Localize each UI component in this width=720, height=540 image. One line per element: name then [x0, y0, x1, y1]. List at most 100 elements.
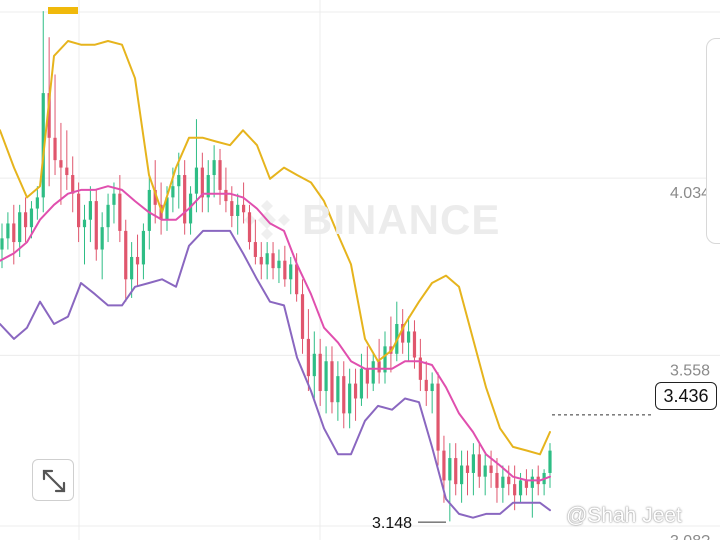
candle-body: [442, 450, 446, 481]
candle-body: [194, 167, 199, 194]
candle-body: [147, 189, 151, 231]
candle-body: [118, 193, 122, 231]
candlesticks: [0, 11, 552, 522]
y-tick-label: 3.558: [670, 362, 710, 379]
y-tick-label: 4.034: [670, 185, 710, 202]
low-price-label: 3.148: [372, 515, 412, 532]
candle-body: [477, 454, 481, 477]
candle-body: [359, 368, 364, 399]
candle-body: [247, 212, 252, 243]
candle-body: [12, 223, 16, 243]
upper-band-line: [0, 40, 551, 456]
candle-body: [406, 331, 411, 343]
candle-body: [295, 264, 299, 295]
candle-body: [100, 227, 104, 250]
current-price-tag: 3.436: [655, 382, 717, 410]
candle-body: [77, 193, 81, 228]
candle-body: [106, 204, 110, 228]
candle-body: [430, 383, 434, 392]
candle-body: [124, 230, 128, 280]
candle-body: [530, 476, 534, 488]
candle-body: [448, 458, 452, 481]
y-tick-label: 3.08?: [670, 533, 710, 540]
candle-body: [424, 379, 428, 392]
candle-body: [0, 238, 4, 250]
candle-body: [141, 230, 146, 265]
candle-body: [324, 361, 328, 392]
candle-body: [330, 361, 334, 403]
bollinger-bands: [0, 40, 551, 519]
candle-body: [135, 256, 140, 265]
candle-body: [253, 242, 257, 257]
candle-body: [259, 256, 263, 265]
candle-body: [471, 454, 475, 473]
candle-body: [53, 137, 57, 161]
candle-body: [130, 256, 134, 280]
candle-body: [348, 383, 352, 414]
candle-body: [501, 476, 505, 488]
candle-body: [41, 93, 45, 198]
candle-body: [383, 346, 387, 373]
y-axis: 4.034 3.558 3.08?: [670, 185, 710, 540]
candle-body: [183, 175, 187, 224]
candle-body: [177, 175, 181, 187]
candle-body: [224, 189, 228, 202]
candle-body: [200, 167, 204, 198]
candle-body: [401, 324, 405, 343]
candle-body: [460, 465, 464, 485]
candle-body: [165, 197, 169, 220]
candle-body: [418, 357, 422, 380]
candle-body: [365, 368, 369, 384]
expand-icon: [42, 469, 66, 493]
candle-body: [513, 484, 517, 496]
middle-band-line: [0, 185, 551, 482]
candle-body: [465, 465, 470, 473]
candle-body: [548, 450, 552, 473]
candle-body: [371, 361, 375, 384]
candle-body: [507, 476, 511, 485]
lower-band-line: [0, 229, 551, 519]
candle-body: [306, 338, 311, 377]
candle-body: [153, 189, 157, 205]
candle-body: [318, 353, 322, 392]
candle-body: [312, 353, 316, 377]
candle-body: [82, 219, 87, 228]
candle-body: [206, 175, 210, 198]
candle-body: [342, 376, 346, 414]
candle-body: [241, 204, 246, 213]
candle-body: [47, 93, 51, 138]
candle-body: [59, 160, 63, 168]
candle-body: [436, 383, 440, 451]
candle-body: [518, 480, 523, 496]
candle-body: [277, 260, 281, 269]
candle-body: [353, 383, 358, 399]
candle-body: [35, 197, 39, 209]
candle-body: [524, 480, 529, 488]
candle-body: [65, 167, 69, 176]
candle-body: [483, 465, 487, 477]
fullscreen-button[interactable]: [32, 459, 74, 501]
candle-body: [171, 186, 175, 198]
candle-body: [29, 208, 34, 228]
current-price-value: 3.436: [663, 385, 709, 406]
candle-body: [230, 201, 234, 216]
candle-body: [377, 361, 381, 373]
candle-body: [289, 264, 293, 280]
candle-body: [495, 472, 499, 488]
candle-body: [112, 193, 116, 205]
side-panel-edge[interactable]: [706, 38, 720, 244]
author-credit: @Shah Jeet: [566, 504, 682, 527]
candle-body: [271, 253, 275, 269]
candle-body: [265, 253, 269, 265]
candle-body: [88, 201, 92, 220]
candle-body: [300, 294, 305, 339]
candle-body: [283, 260, 287, 280]
candle-body: [71, 175, 75, 194]
candle-body: [236, 204, 240, 216]
candle-body: [412, 331, 417, 358]
watermark-text: BINANCE: [302, 196, 501, 243]
candle-body: [18, 212, 22, 243]
candle-body: [454, 458, 458, 485]
